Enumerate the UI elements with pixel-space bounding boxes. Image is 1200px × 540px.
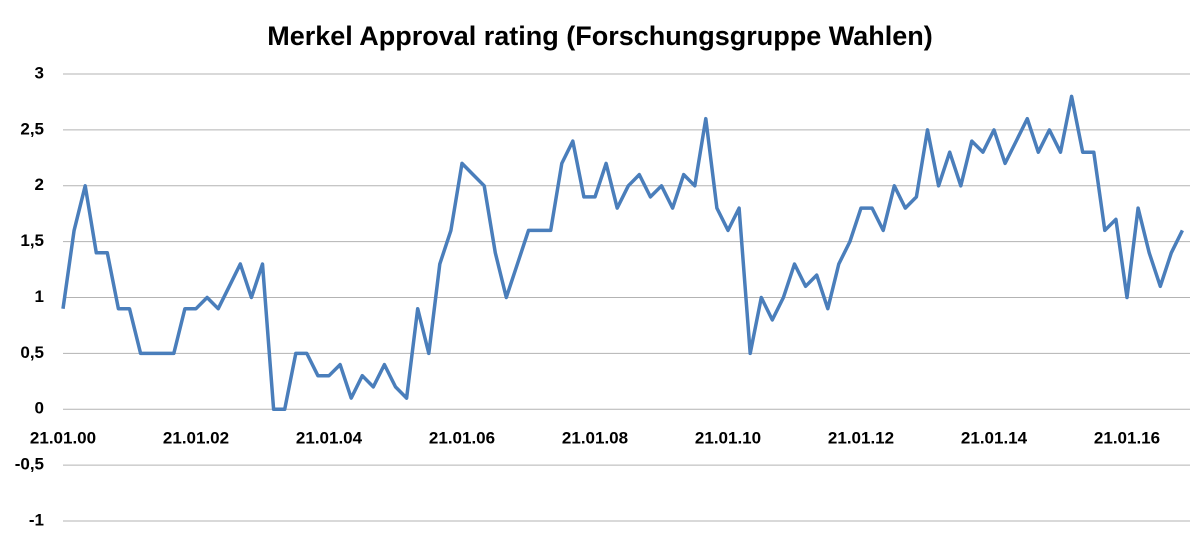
y-tick-label: -1: [29, 510, 44, 529]
y-tick-label: 0,5: [20, 343, 44, 362]
x-tick-label: 21.01.02: [163, 428, 229, 447]
x-tick-label: 21.01.12: [828, 428, 894, 447]
data-line: [61, 94, 1184, 412]
y-tick-label: 1: [35, 287, 44, 306]
x-tick-label: 21.01.16: [1094, 428, 1160, 447]
x-tick-label: 21.01.14: [961, 428, 1028, 447]
y-tick-label: 2: [35, 175, 44, 194]
x-tick-label: 21.01.04: [296, 428, 363, 447]
chart-title: Merkel Approval rating (Forschungsgruppe…: [267, 21, 933, 51]
x-tick-label: 21.01.00: [30, 428, 96, 447]
x-tick-label: 21.01.10: [695, 428, 761, 447]
y-tick-label: 1,5: [20, 231, 44, 250]
y-tick-label: -0,5: [15, 455, 44, 474]
x-tick-label: 21.01.08: [562, 428, 628, 447]
x-tick-label: 21.01.06: [429, 428, 495, 447]
y-tick-label: 0: [35, 399, 44, 418]
y-tick-label: 3: [35, 63, 44, 82]
y-tick-label: 2,5: [20, 119, 44, 138]
